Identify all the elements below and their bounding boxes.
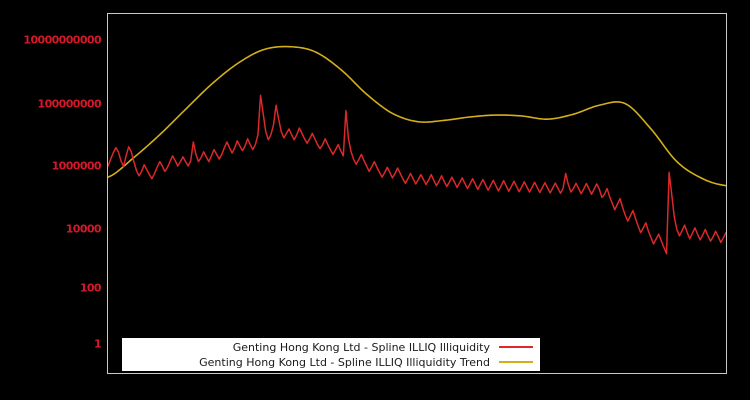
y-tick-label: 10000000000 — [23, 33, 101, 47]
y-tick-label: 100 — [79, 281, 102, 295]
y-tick-label: 1000000 — [51, 159, 102, 173]
series-line-illiquidity — [108, 94, 726, 255]
y-axis-tick-labels: 10000000000 100000000 1000000 10000 100 … — [0, 0, 101, 400]
legend-entry: Genting Hong Kong Ltd - Spline ILLIQ Ill… — [123, 340, 533, 355]
chart-legend: Genting Hong Kong Ltd - Spline ILLIQ Ill… — [122, 338, 540, 371]
y-tick-label: 100000000 — [37, 97, 102, 111]
legend-color-swatch — [499, 346, 533, 348]
plot-area — [107, 13, 727, 374]
y-tick-label: 1 — [93, 337, 102, 351]
y-tick-label: 10000 — [65, 222, 102, 236]
legend-label: Genting Hong Kong Ltd - Spline ILLIQ Ill… — [232, 340, 490, 354]
legend-entry: Genting Hong Kong Ltd - Spline ILLIQ Ill… — [123, 355, 533, 370]
chart-canvas — [108, 45, 726, 255]
legend-color-swatch — [499, 361, 533, 363]
legend-label: Genting Hong Kong Ltd - Spline ILLIQ Ill… — [199, 355, 490, 369]
series-line-trend — [108, 45, 726, 187]
